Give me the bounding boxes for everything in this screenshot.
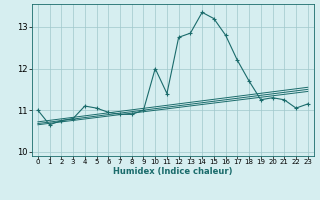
X-axis label: Humidex (Indice chaleur): Humidex (Indice chaleur)	[113, 167, 233, 176]
